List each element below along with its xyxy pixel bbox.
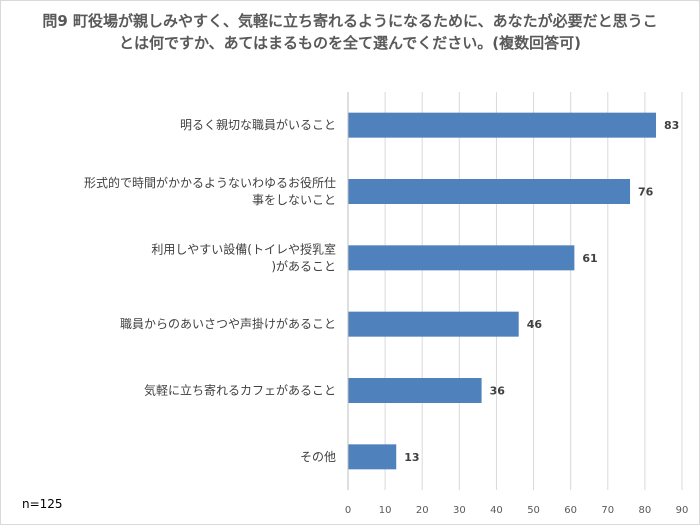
bar-2 [348, 245, 575, 271]
data-label-1: 76 [638, 186, 654, 199]
x-tick-label-50: 50 [527, 505, 540, 516]
category-label-4: 気軽に立ち寄れるカフェがあること [144, 383, 336, 398]
x-tick-label-30: 30 [453, 505, 466, 516]
bar-0 [348, 112, 657, 138]
data-label-4: 36 [490, 385, 506, 398]
x-tick-label-20: 20 [416, 505, 429, 516]
category-label-2: 利用しやすい設備(トイレや授乳室)があること [151, 241, 336, 273]
bar-3 [348, 311, 519, 337]
x-tick-label-10: 10 [379, 505, 392, 516]
x-tick-label-0: 0 [345, 505, 351, 516]
data-label-2: 61 [582, 252, 597, 265]
bar-5 [348, 444, 397, 470]
category-label-3: 職員からのあいさつや声掛けがあること [120, 316, 336, 331]
x-tick-label-60: 60 [564, 505, 577, 516]
x-tick-label-80: 80 [639, 505, 652, 516]
data-label-0: 83 [664, 119, 679, 132]
x-tick-label-70: 70 [601, 505, 614, 516]
x-tick-label-90: 90 [676, 505, 689, 516]
bar-4 [348, 378, 482, 403]
category-label-1: 形式的で時間がかかるようないわゆるお役所仕事をしないこと [84, 175, 336, 207]
category-label-5: その他 [300, 450, 336, 464]
data-label-3: 46 [527, 318, 543, 331]
chart-title: 問9 町役場が親しみやすく、気軽に立ち寄れるようになるために、あなたが必要だと思… [42, 12, 658, 52]
x-tick-label-40: 40 [490, 505, 503, 516]
category-label-0: 明るく親切な職員がいること [180, 117, 336, 132]
data-label-5: 13 [404, 451, 419, 464]
sample-size-note: n=125 [22, 497, 63, 511]
bar-1 [348, 179, 631, 204]
